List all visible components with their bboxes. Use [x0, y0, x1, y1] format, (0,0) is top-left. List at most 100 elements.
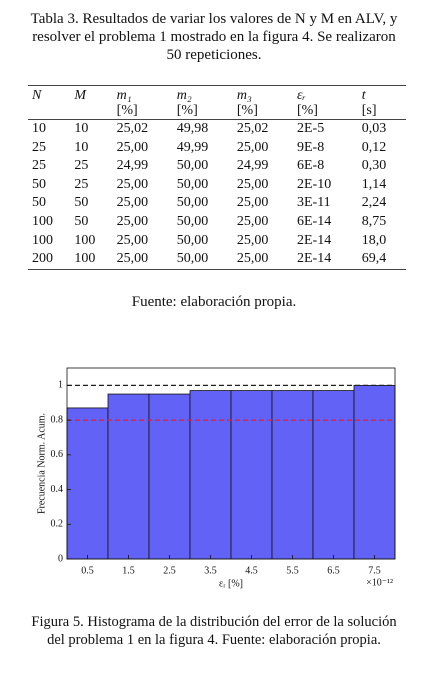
header-symbol: m₁	[116, 88, 132, 103]
header-symbol: m₂	[176, 88, 192, 103]
table-cell: 25,02	[116, 121, 149, 136]
x-tick-label: 5.5	[286, 565, 299, 576]
figure-caption: Figura 5. Histograma de la distribución …	[31, 614, 397, 648]
table-cell: 25,00	[236, 251, 269, 267]
table-cell: 50	[74, 213, 89, 229]
x-tick-label: 4.5	[245, 565, 258, 576]
header-symbol: εᵣ	[296, 88, 306, 103]
x-tick-label: 6.5	[327, 565, 340, 576]
table-cell: 8,75	[361, 213, 387, 229]
table-cell: 25,00	[116, 232, 149, 248]
table-cell: 25	[32, 158, 46, 174]
table-cell: 2E-14	[296, 251, 332, 267]
table-cell: 25,00	[236, 213, 269, 229]
y-axis-label: Frecuencia Norm. Acum.	[36, 413, 47, 514]
x-tick-label: 3.5	[204, 565, 217, 576]
table-row: 10 10 25,02 49,98 25,02 2E-5 0,03	[28, 120, 406, 139]
table-cell: 25	[32, 139, 46, 155]
table-cell: 0,30	[361, 158, 387, 174]
header-cell: m₁ [%]	[112, 85, 173, 120]
table-cell: 25,00	[236, 139, 269, 155]
y-tick-label: 0.8	[51, 414, 64, 425]
table-row: 200 100 25,00 50,00 25,00 2E-14 69,4	[28, 250, 406, 269]
table-caption: Tabla 3. Resultados de variar los valore…	[30, 11, 398, 63]
header-cell: m₃ [%]	[232, 85, 293, 120]
table-cell: 50	[74, 195, 89, 211]
table-cell: 25,00	[116, 195, 149, 211]
table-cell: 50,00	[176, 195, 209, 211]
x-tick-label: 1.5	[122, 565, 135, 576]
header-symbol: M	[74, 88, 86, 103]
table-row: 100 50 25,00 50,00 25,00 6E-14 8,75	[28, 213, 406, 232]
table-cell: 50,00	[176, 158, 209, 174]
y-tick-label: 0.6	[51, 449, 64, 460]
bar	[66, 407, 109, 560]
table-cell: 49,99	[176, 139, 209, 155]
header-unit: [%]	[296, 103, 318, 118]
table-cell: 25	[74, 176, 89, 192]
table-cell: 25,00	[116, 176, 149, 192]
table-cell: 50	[32, 176, 46, 192]
x-axis-label: εᵣ [%]	[219, 578, 243, 589]
table-cell: 10	[74, 139, 89, 155]
header-cell: N	[28, 85, 71, 120]
plot-frame	[66, 367, 396, 560]
table-cell: 25,00	[236, 232, 269, 248]
table-cell: 100	[74, 232, 96, 248]
table-cell: 50	[32, 195, 46, 211]
table-row: 25 25 24,99 50,00 24,99 6E-8 0,30	[28, 157, 406, 176]
table-cell: 1,14	[361, 176, 387, 192]
y-tick-label: 0.2	[51, 519, 64, 530]
header-unit: [s]	[361, 103, 377, 118]
table-cell: 100	[32, 213, 53, 229]
table-cell: 2,24	[361, 195, 387, 211]
y-tick-label: 0.4	[51, 484, 64, 495]
table-row: 25 10 25,00 49,99 25,00 9E-8 0,12	[28, 139, 406, 158]
y-tick-label: 1	[58, 380, 63, 391]
table-cell: 50,00	[176, 176, 209, 192]
bar	[353, 384, 396, 560]
table-cell: 24,99	[236, 158, 269, 174]
bar	[230, 390, 273, 560]
table-cell: 25	[74, 158, 89, 174]
table-cell: 25,00	[116, 139, 149, 155]
table-cell: 25,00	[236, 176, 269, 192]
bar	[148, 393, 191, 560]
y-tick-label: 0	[58, 553, 63, 564]
header-unit: [%]	[236, 103, 258, 118]
header-symbol: t	[361, 88, 366, 103]
table-cell: 25,00	[116, 213, 149, 229]
header-cell: εᵣ [%]	[292, 85, 358, 120]
table-cell: 2E-5	[296, 121, 325, 136]
header-cell: M	[70, 85, 113, 120]
table-cell: 2E-14	[296, 232, 332, 248]
table-cell: 0,12	[361, 139, 387, 155]
header-cell: t [s]	[357, 85, 406, 120]
histogram-chart: 0 0.2 0.4 0.6 0.8 1 0.5 1.5 2.5 3.5 4.5 5.5 6.5 7.5×1…	[30, 354, 406, 600]
table-row: 50 25 25,00 50,00 25,00 2E-10 1,14	[28, 176, 406, 195]
table-cell: 50,00	[176, 251, 209, 267]
table-cell: 49,98	[176, 121, 209, 136]
x-offset-label: ×10⁻¹²	[366, 577, 393, 588]
bar	[312, 390, 355, 560]
header-unit: [%]	[176, 103, 198, 118]
table-row: 100 100 25,00 50,00 25,00 2E-14 18,0	[28, 232, 406, 251]
bar	[107, 393, 150, 560]
table-cell: 6E-8	[296, 158, 325, 174]
table-row: 50 50 25,00 50,00 25,00 3E-11 2,24	[28, 194, 406, 213]
table-cell: 25,00	[116, 251, 149, 267]
bar	[271, 390, 314, 560]
table-cell: 25,02	[236, 121, 269, 136]
x-tick-label: 2.5	[163, 565, 176, 576]
header-cell: m₂ [%]	[172, 85, 233, 120]
table-cell: 25,00	[236, 195, 269, 211]
table-cell: 3E-11	[296, 195, 331, 211]
table-cell: 100	[32, 232, 53, 248]
header-symbol: m₃	[236, 88, 252, 103]
x-tick-label: 7.5	[368, 565, 381, 576]
table-cell: 2E-10	[296, 176, 332, 192]
header-unit: [%]	[116, 103, 138, 118]
table-cell: 10	[32, 121, 46, 136]
